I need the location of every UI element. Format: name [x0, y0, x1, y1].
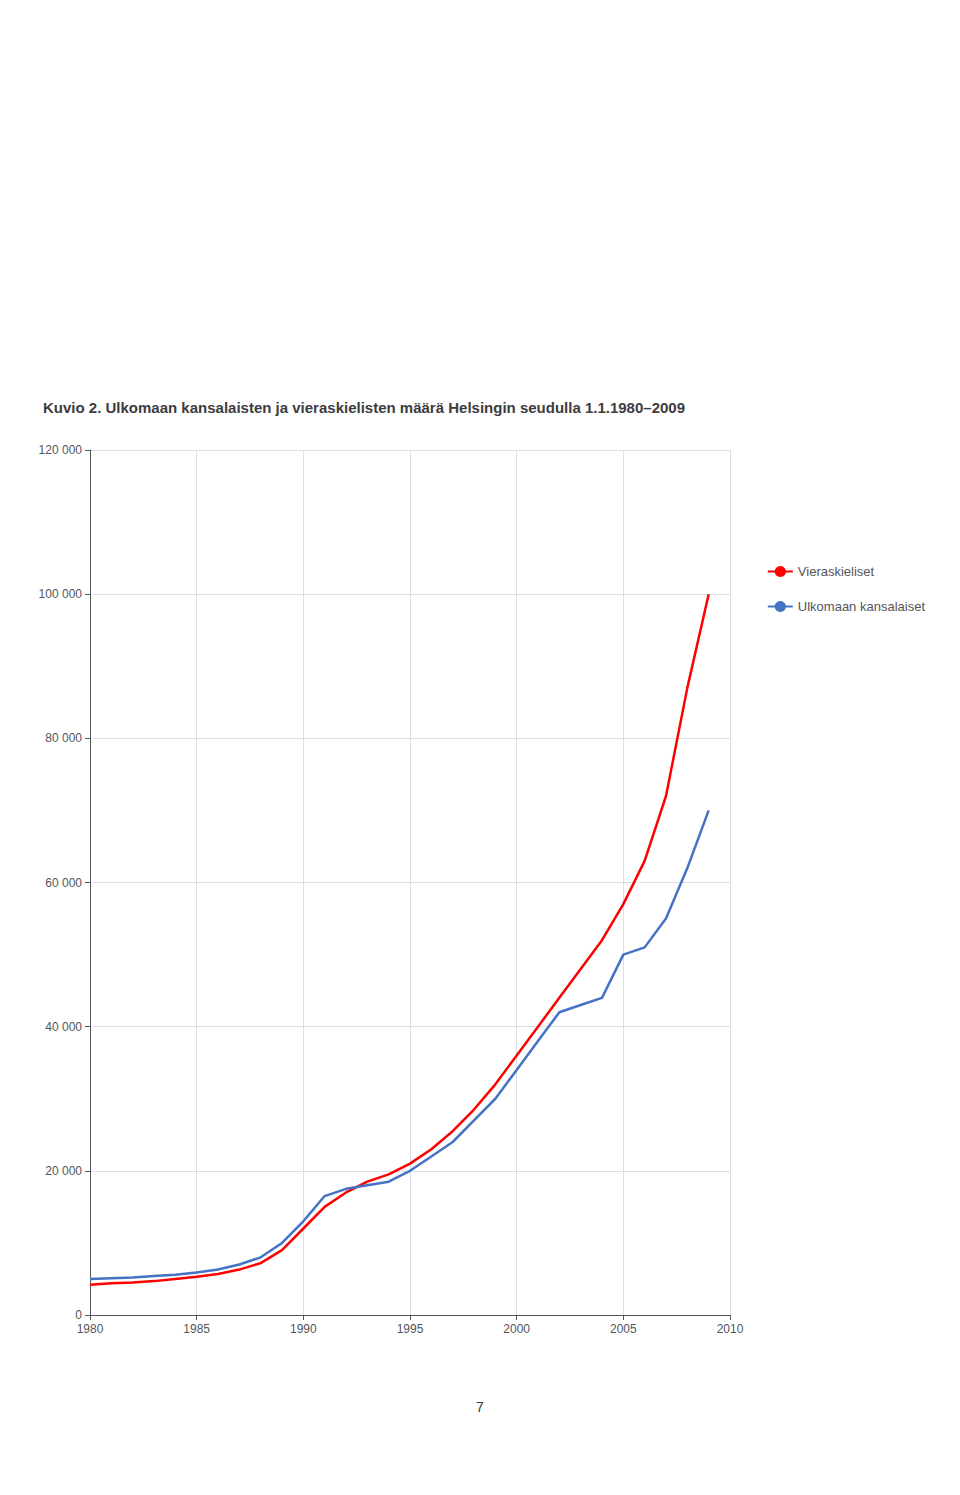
svg-text:1980: 1980 — [77, 1322, 104, 1336]
svg-text:7: 7 — [476, 1399, 484, 1415]
svg-text:1995: 1995 — [397, 1322, 424, 1336]
svg-text:Kuvio 2. Ulkomaan kansalaisten: Kuvio 2. Ulkomaan kansalaisten ja vieras… — [43, 399, 685, 416]
svg-text:1990: 1990 — [290, 1322, 317, 1336]
svg-text:1985: 1985 — [183, 1322, 210, 1336]
svg-text:80 000: 80 000 — [45, 731, 82, 745]
svg-text:0: 0 — [75, 1308, 82, 1322]
svg-text:2000: 2000 — [503, 1322, 530, 1336]
svg-text:Vieraskieliset: Vieraskieliset — [798, 564, 875, 579]
svg-text:100 000: 100 000 — [39, 587, 83, 601]
svg-text:2005: 2005 — [610, 1322, 637, 1336]
svg-text:40 000: 40 000 — [45, 1020, 82, 1034]
svg-text:60 000: 60 000 — [45, 876, 82, 890]
svg-text:120 000: 120 000 — [39, 443, 83, 457]
svg-text:Ulkomaan kansalaiset: Ulkomaan kansalaiset — [798, 599, 926, 614]
svg-text:20 000: 20 000 — [45, 1164, 82, 1178]
svg-text:2010: 2010 — [717, 1322, 744, 1336]
